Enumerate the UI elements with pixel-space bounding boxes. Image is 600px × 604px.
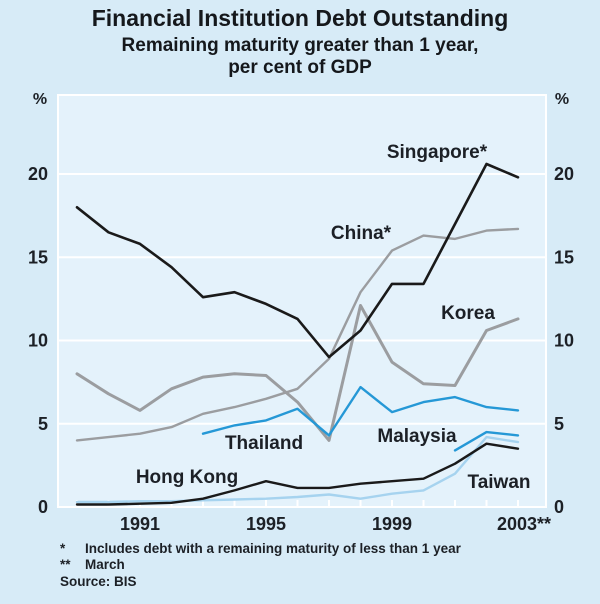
plot-border (57, 94, 547, 508)
footnotes-block: * Includes debt with a remaining maturit… (60, 541, 580, 590)
series-line-china (75, 227, 520, 442)
footnote-1-text: Includes debt with a remaining maturity … (85, 541, 461, 556)
series-line-korea (75, 304, 520, 442)
series-label-china: China* (331, 223, 392, 244)
y-label-left-10: 10 (28, 331, 48, 351)
source-note: Source: BIS (60, 574, 137, 589)
y-label-right-20: 20 (554, 164, 574, 184)
series-label-thailand: Thailand (225, 433, 303, 454)
y-label-right-5: 5 (554, 414, 564, 434)
x-label-1999: 1999 (372, 514, 412, 534)
y-label-right-0: 0 (554, 497, 564, 517)
series-label-taiwan: Taiwan (468, 472, 531, 493)
chart-title: Financial Institution Debt Outstanding (91, 5, 509, 31)
chart-subtitle-line1: Remaining maturity greater than 1 year, (121, 35, 479, 56)
series-label-hong-kong: Hong Kong (136, 467, 238, 488)
series-line-singapore (75, 162, 520, 359)
y-label-right-15: 15 (554, 247, 574, 267)
chart-subtitle-line2: per cent of GDP (228, 57, 372, 78)
x-label-1991: 1991 (120, 514, 160, 534)
y-label-left-15: 15 (28, 247, 48, 267)
x-label-2003: 2003** (497, 514, 551, 534)
y-unit-left: % (33, 91, 47, 108)
y-label-left-0: 0 (38, 497, 48, 517)
series-label-malaysia: Malaysia (377, 426, 457, 447)
footnote-1: * Includes debt with a remaining maturit… (60, 541, 580, 557)
plot-area (58, 95, 546, 507)
series-line-thailand (201, 385, 520, 437)
series-label-korea: Korea (441, 303, 495, 324)
series-line-hong-kong (75, 442, 520, 506)
footnote-2-marker: ** (60, 557, 71, 572)
series-line-taiwan (75, 435, 520, 504)
series-label-singapore: Singapore* (387, 142, 488, 163)
y-label-left-5: 5 (38, 414, 48, 434)
y-label-right-10: 10 (554, 331, 574, 351)
y-unit-right: % (555, 91, 569, 108)
footnote-2: ** March (60, 557, 580, 573)
footnote-1-marker: * (60, 541, 66, 556)
x-label-1995: 1995 (246, 514, 286, 534)
series-line-malaysia (453, 430, 520, 452)
y-label-left-20: 20 (28, 164, 48, 184)
footnote-2-text: March (85, 557, 125, 572)
